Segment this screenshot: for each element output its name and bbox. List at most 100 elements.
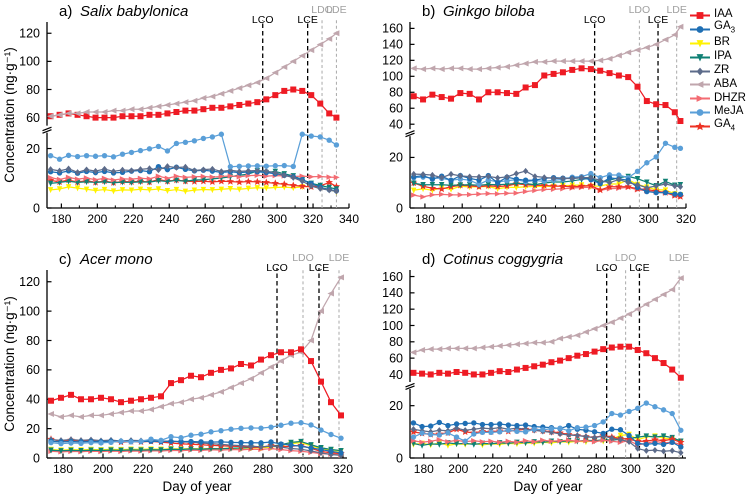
legend-item-ga4[interactable]: GA4 (690, 118, 746, 133)
panel-species-name: Acer mono (79, 251, 153, 268)
data-marker (272, 92, 279, 99)
x-tick-label: 320 (655, 462, 675, 476)
data-marker (696, 67, 704, 75)
series-line (412, 402, 682, 442)
data-marker (644, 179, 650, 186)
data-marker (248, 443, 254, 450)
data-marker (281, 87, 288, 94)
data-marker (457, 192, 464, 198)
data-marker (617, 412, 624, 418)
data-marker (333, 174, 340, 181)
data-marker (254, 163, 261, 169)
legend-item-zr[interactable]: ZR (690, 64, 746, 78)
data-marker (411, 180, 417, 187)
data-marker (531, 439, 538, 445)
data-marker (660, 441, 667, 448)
data-marker (652, 440, 658, 447)
data-marker (453, 369, 460, 376)
data-marker (238, 425, 244, 432)
data-marker (634, 346, 641, 353)
legend-key-circle-icon (690, 107, 710, 117)
data-marker (549, 58, 557, 65)
panel-species-name: Salix babylonica (80, 3, 188, 20)
data-marker (73, 110, 81, 117)
legend-item-meja[interactable]: MeJA (690, 105, 746, 119)
y-tick-label: 80 (389, 335, 403, 349)
data-marker (128, 187, 135, 194)
data-marker (65, 184, 72, 191)
panel-title-a: a) Salix babylonica (59, 3, 188, 20)
data-marker (609, 438, 616, 444)
axis-break-mark (42, 126, 52, 132)
legend-item-ga3[interactable]: GA3 (690, 21, 746, 36)
data-marker (168, 380, 174, 387)
data-marker (316, 41, 324, 48)
data-marker (497, 421, 503, 427)
data-marker (155, 111, 162, 118)
data-marker (290, 174, 296, 181)
data-marker (227, 167, 234, 174)
legend-item-aba[interactable]: ABA (690, 77, 746, 91)
data-marker (438, 94, 445, 101)
legend-item-iaa[interactable]: IAA (690, 8, 746, 22)
data-marker (199, 94, 207, 101)
data-marker (428, 423, 434, 429)
legend-key-circle-icon (690, 24, 710, 34)
data-marker (583, 438, 590, 444)
legend-item-dhzr[interactable]: DHZR (690, 91, 746, 105)
data-marker (47, 152, 54, 159)
data-marker (652, 41, 660, 48)
data-marker (568, 182, 576, 190)
data-marker (626, 408, 632, 415)
data-marker (182, 163, 189, 171)
data-marker (164, 166, 171, 173)
data-marker (87, 412, 94, 419)
legend-item-br[interactable]: BR (690, 36, 746, 50)
data-marker (208, 369, 214, 376)
data-marker (258, 425, 264, 431)
data-marker (600, 419, 606, 425)
data-marker (466, 90, 473, 97)
data-marker (565, 355, 572, 362)
data-marker (228, 426, 234, 432)
data-marker (634, 306, 641, 313)
data-marker (677, 183, 684, 190)
data-marker (624, 49, 632, 56)
data-marker (532, 173, 538, 180)
data-marker (410, 369, 417, 376)
series-ABA (46, 30, 340, 120)
data-marker (227, 384, 234, 391)
data-marker (238, 361, 244, 367)
y-tick-label: 120 (382, 302, 403, 316)
data-marker (696, 109, 704, 117)
data-marker (178, 377, 184, 384)
data-marker (672, 191, 678, 197)
data-marker (82, 109, 90, 116)
data-marker (587, 181, 595, 189)
data-marker (271, 179, 280, 187)
data-marker (479, 429, 486, 436)
data-marker (488, 421, 494, 428)
data-marker (678, 427, 684, 433)
data-marker (333, 142, 340, 148)
data-marker (410, 434, 417, 440)
data-marker (548, 429, 555, 436)
y-tick-label: 40 (389, 118, 403, 132)
legend-key-triangle-down-icon (690, 38, 710, 48)
panel-species-name: Ginkgo biloba (443, 3, 535, 20)
data-marker (245, 100, 252, 107)
data-marker (68, 391, 74, 398)
legend-key-triangle-right-icon (690, 93, 710, 103)
data-marker (662, 189, 669, 196)
data-marker (198, 439, 204, 445)
data-marker (565, 333, 572, 340)
legend-item-ipa[interactable]: IPA (690, 50, 746, 64)
x-axis-title: Day of year (162, 479, 232, 494)
series-DHZR (47, 172, 340, 183)
data-marker (83, 179, 90, 186)
data-marker (577, 182, 586, 190)
data-marker (471, 438, 478, 444)
data-marker (453, 424, 460, 432)
y-tick-label: 120 (19, 27, 40, 41)
data-marker (56, 186, 63, 193)
